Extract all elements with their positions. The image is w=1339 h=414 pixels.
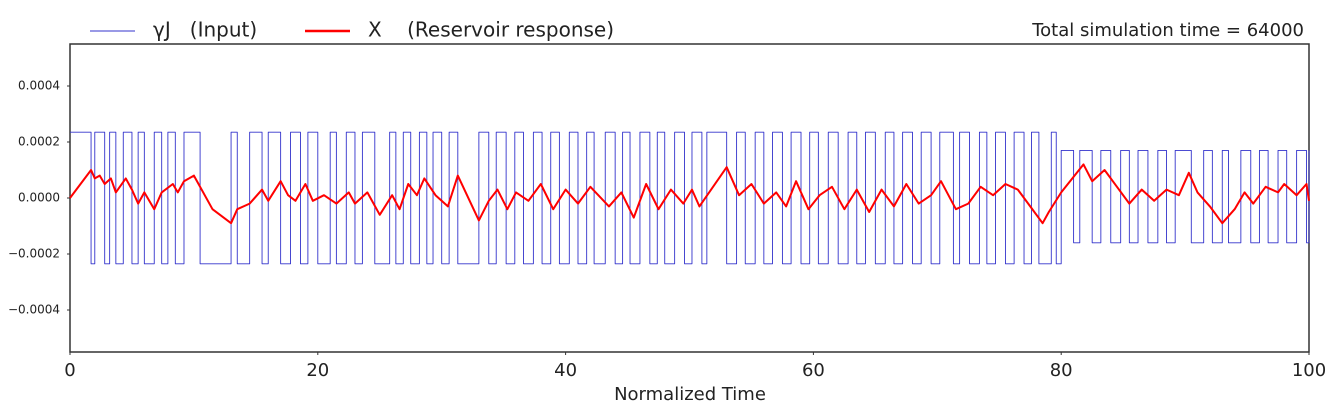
x-tick-label: 100: [1292, 360, 1326, 381]
x-tick-label: 20: [306, 360, 329, 381]
x-tick-label: 80: [1050, 360, 1073, 381]
y-tick-label: 0.0002: [18, 135, 60, 149]
input-line: [70, 131, 1310, 265]
annotation: Total simulation time = 64000: [1031, 20, 1304, 41]
y-tick-label: 0.0004: [18, 79, 60, 93]
y-tick-label: −0.0002: [8, 247, 60, 261]
x-tick-label: 60: [802, 360, 825, 381]
x-tick-label: 0: [64, 360, 75, 381]
legend-label: γJ (Input): [153, 18, 257, 42]
x-tick-label: 40: [554, 360, 577, 381]
y-tick-label: −0.0004: [8, 303, 60, 317]
x-axis-label: Normalized Time: [614, 384, 766, 405]
legend-label: X (Reservoir response): [368, 18, 614, 42]
y-tick-label: 0.0000: [18, 191, 60, 205]
response-line: [69, 163, 1310, 225]
